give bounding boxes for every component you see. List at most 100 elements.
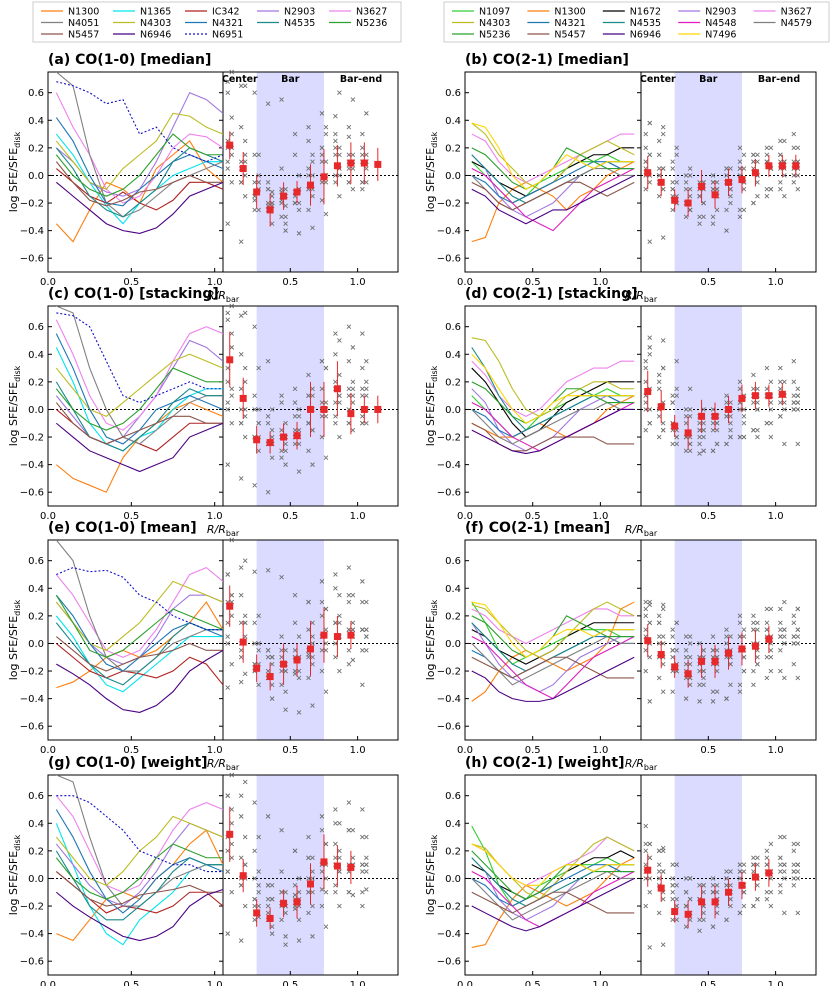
scatter-point — [782, 869, 787, 874]
scatter-point — [225, 159, 231, 164]
scatter-point — [337, 820, 342, 826]
scatter-point — [710, 173, 716, 178]
scatter-point — [660, 661, 666, 667]
scatter-point — [229, 841, 235, 847]
scatter-point — [795, 627, 801, 632]
y-tick-label: 0.2 — [28, 377, 44, 388]
scatter-point — [683, 214, 689, 220]
scatter-point — [346, 627, 352, 632]
scatter-point — [225, 641, 231, 646]
scatter-point — [306, 889, 311, 895]
scatter-point — [306, 834, 311, 840]
scatter-point — [238, 938, 244, 943]
scatter-point — [296, 469, 302, 474]
scatter-point — [310, 703, 315, 708]
scatter-point — [229, 613, 235, 619]
summary-marker — [751, 169, 759, 177]
scatter-point — [225, 462, 231, 467]
series-line-n6946 — [55, 888, 223, 942]
scatter-point — [306, 207, 311, 213]
series-line-n5457 — [55, 161, 223, 207]
scatter-point — [283, 420, 288, 426]
scatter-point — [279, 682, 284, 688]
scatter-point — [333, 414, 338, 419]
summary-marker — [374, 160, 382, 168]
scatter-point — [791, 848, 797, 854]
scatter-point — [687, 193, 693, 199]
scatter-point — [710, 883, 716, 888]
y-tick-label: 0.4 — [28, 584, 44, 595]
scatter-point — [229, 772, 235, 778]
scatter-point — [741, 207, 747, 213]
summary-marker — [320, 173, 328, 181]
scatter-point — [360, 682, 365, 688]
scatter-point — [296, 200, 302, 206]
scatter-point — [279, 166, 284, 171]
scatter-point — [238, 239, 244, 244]
scatter-point — [310, 393, 315, 398]
scatter-point — [279, 214, 284, 220]
scatter-point — [256, 648, 261, 653]
summary-marker — [657, 884, 665, 892]
scatter-point — [687, 186, 693, 192]
scatter-point — [346, 358, 352, 364]
scatter-point — [670, 180, 675, 185]
summary-marker — [644, 866, 652, 874]
scatter-point — [674, 917, 679, 923]
scatter-point — [660, 420, 666, 426]
scatter-point — [778, 862, 783, 867]
scatter-point — [778, 634, 783, 639]
scatter-point — [364, 379, 369, 385]
x-tick-label: 0.0 — [40, 745, 56, 756]
scatter-point — [697, 427, 702, 433]
right-subplot-frame — [640, 305, 817, 507]
scatter-point — [346, 166, 352, 171]
scatter-point — [764, 365, 770, 371]
scatter-point — [256, 682, 261, 688]
scatter-point — [647, 620, 653, 626]
right-subplot-frame — [640, 539, 817, 741]
scatter-point — [346, 565, 352, 570]
scatter-point — [791, 661, 797, 667]
scatter-point — [310, 934, 315, 939]
scatter-point — [768, 434, 774, 440]
scatter-point — [346, 661, 352, 667]
scatter-point — [306, 652, 311, 657]
scatter-point — [238, 793, 244, 799]
scatter-point — [225, 317, 231, 323]
y-tick-label: 0.4 — [445, 116, 461, 127]
scatter-point — [643, 648, 649, 653]
summary-marker — [711, 657, 719, 665]
y-tick-label: 0.4 — [445, 350, 461, 361]
scatter-point — [647, 345, 653, 350]
scatter-point — [306, 138, 311, 144]
y-axis-label: log SFE/SFEdisk — [424, 365, 439, 446]
scatter-point — [714, 668, 720, 674]
scatter-point — [674, 903, 679, 909]
y-tick-label: 0.2 — [28, 143, 44, 154]
scatter-point — [229, 661, 235, 667]
legend-label-n4051: N4051 — [68, 18, 99, 29]
scatter-point — [647, 654, 653, 660]
scatter-point — [292, 152, 298, 158]
scatter-point — [283, 648, 288, 653]
scatter-point — [283, 889, 288, 895]
scatter-point — [670, 393, 675, 398]
scatter-point — [346, 592, 352, 598]
y-tick-label: 0.6 — [445, 88, 461, 99]
scatter-point — [242, 903, 248, 909]
scatter-point — [364, 855, 369, 861]
scatter-point — [791, 400, 797, 405]
scatter-point — [737, 379, 743, 385]
series-line-n4051 — [56, 306, 223, 445]
summary-marker — [226, 830, 234, 838]
scatter-point — [333, 131, 338, 137]
scatter-point — [225, 634, 231, 639]
scatter-point — [279, 889, 284, 895]
scatter-point — [283, 214, 288, 220]
y-axis-label: log SFE/SFEdisk — [424, 599, 439, 680]
scatter-point — [728, 661, 733, 667]
scatter-point — [656, 876, 662, 881]
scatter-point — [674, 152, 679, 158]
